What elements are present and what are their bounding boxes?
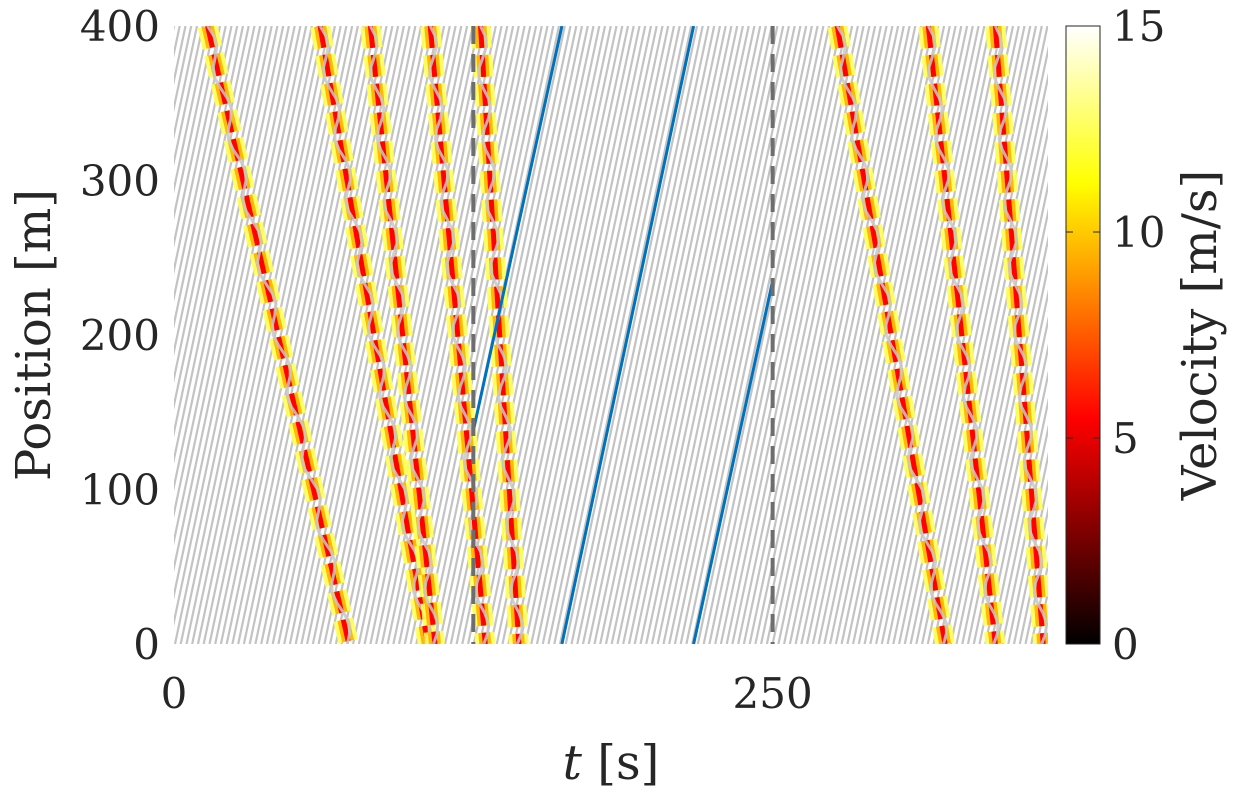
highlighted-vehicle-trajectory xyxy=(471,26,775,644)
y-axis-ticks: 0 100 200 300 400 xyxy=(80,2,160,669)
y-tick-label: 0 xyxy=(133,620,160,669)
colorbar-label: Velocity [m/s] xyxy=(1172,170,1228,502)
colorbar: 0 5 10 15 Velocity [m/s] xyxy=(1065,2,1228,669)
highlight-segment xyxy=(471,26,564,432)
x-tick-label: 0 xyxy=(161,669,188,718)
x-tick-label: 250 xyxy=(733,669,813,718)
colorbar-ticks: 0 5 10 15 xyxy=(1066,2,1165,669)
trajectory-lines xyxy=(174,26,1048,644)
y-tick-label: 400 xyxy=(80,2,160,51)
y-tick-label: 100 xyxy=(80,466,160,515)
highlight-segment xyxy=(692,280,775,644)
plot-background xyxy=(174,26,1048,644)
wave-band xyxy=(827,26,955,644)
wave-band xyxy=(197,26,359,644)
wave-band xyxy=(360,26,445,644)
x-axis-label: t [s] xyxy=(563,735,660,791)
vehicle-trajectories xyxy=(174,26,1048,644)
wave-band xyxy=(985,26,1048,644)
colorbar-tick-label: 0 xyxy=(1112,620,1139,669)
y-axis-label: Position [m] xyxy=(6,189,62,481)
colorbar-tick-label: 15 xyxy=(1112,2,1165,51)
wave-band xyxy=(310,26,438,644)
stop-and-go-waves xyxy=(197,26,1048,644)
y-tick-label: 300 xyxy=(80,157,160,206)
vertical-time-markers xyxy=(471,26,775,644)
x-axis-unit: [s] xyxy=(597,735,659,791)
colorbar-tick-label: 10 xyxy=(1112,208,1165,257)
highlight-segment xyxy=(560,26,696,644)
x-axis-ticks: 0 250 xyxy=(161,669,813,718)
y-tick-label: 200 xyxy=(80,311,160,360)
colorbar-tick-label: 5 xyxy=(1112,414,1139,463)
x-axis-symbol: t xyxy=(563,735,583,791)
wave-band xyxy=(918,26,1006,644)
colorbar-gradient xyxy=(1065,25,1101,645)
plot-area xyxy=(174,26,1048,644)
